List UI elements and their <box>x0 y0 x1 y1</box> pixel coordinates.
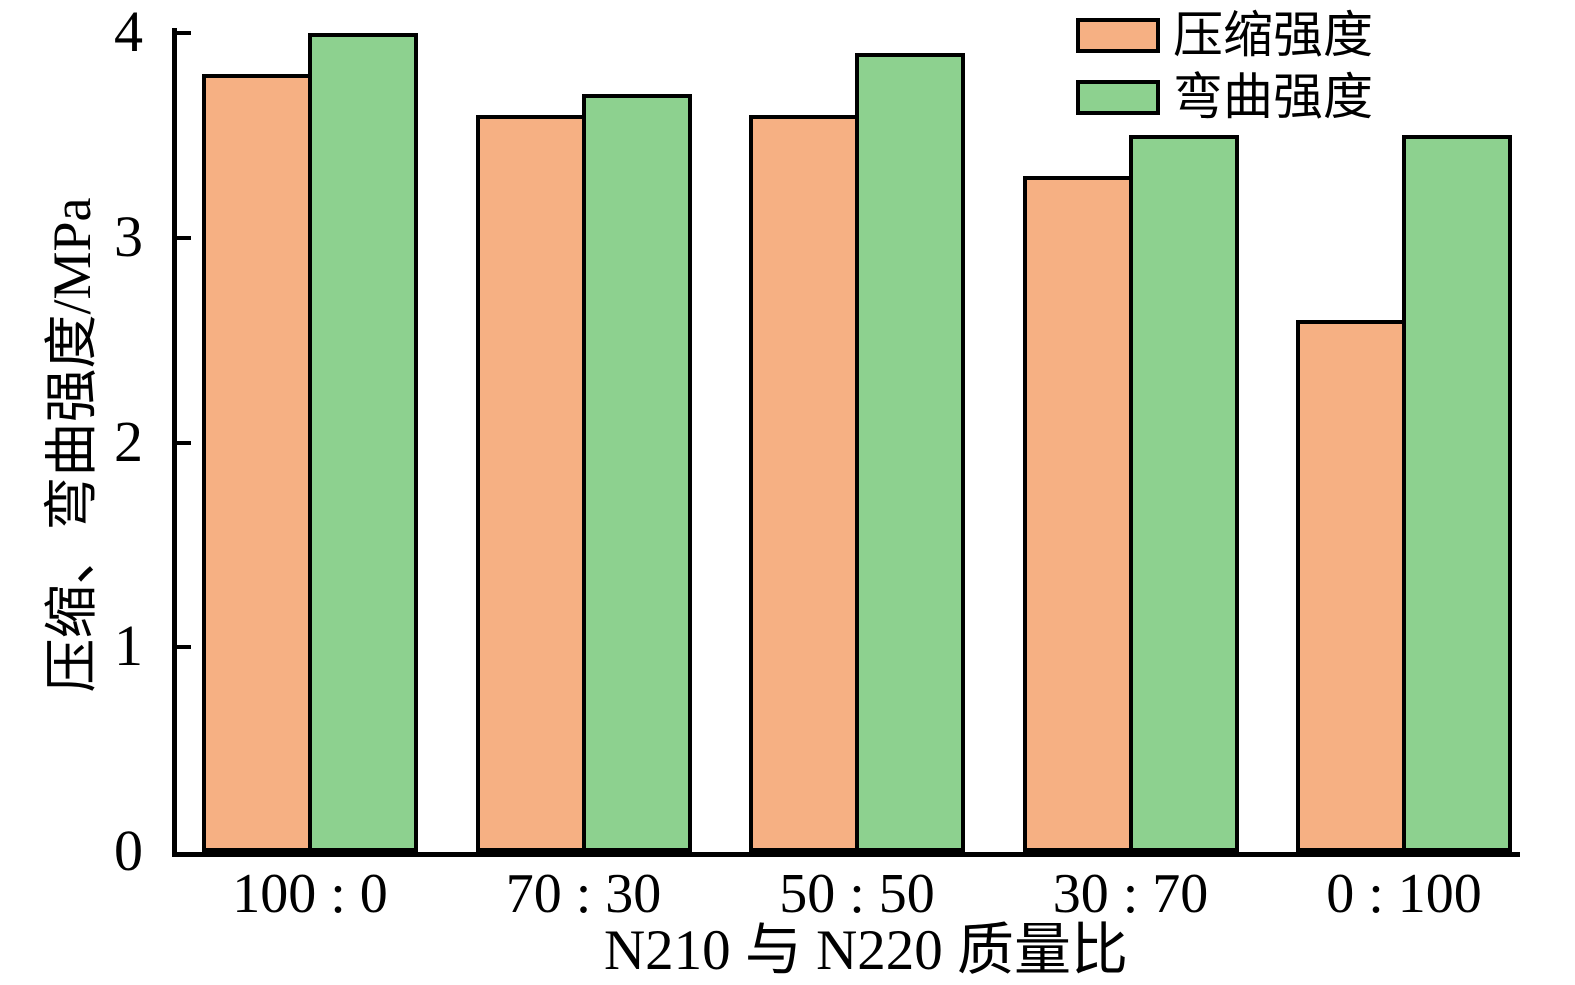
y-tick-mark-4 <box>175 31 191 35</box>
legend: 压缩强度 弯曲强度 <box>1076 8 1373 125</box>
x-tick-label-1: 100 : 0 <box>232 863 388 925</box>
y-tick-mark-2 <box>175 440 191 445</box>
y-tick-label-2: 2 <box>114 408 143 474</box>
bar-compression-1 <box>202 73 312 852</box>
y-tick-label-1: 1 <box>114 613 143 679</box>
legend-item-bending: 弯曲强度 <box>1076 70 1373 125</box>
bar-bending-4 <box>1128 135 1239 852</box>
legend-swatch-compression <box>1076 18 1160 53</box>
bar-compression-5 <box>1296 319 1406 852</box>
x-axis-title: N210 与 N220 质量比 <box>603 919 1129 982</box>
x-tick-label-4: 30 : 70 <box>1052 863 1209 925</box>
x-tick-label-5: 0 : 100 <box>1326 863 1482 925</box>
y-tick-label-3: 3 <box>114 203 143 269</box>
bar-compression-4 <box>1022 176 1133 852</box>
y-tick-label-4: 4 <box>114 0 143 64</box>
x-axis-line <box>172 852 1520 857</box>
bar-bending-2 <box>581 94 692 852</box>
bar-bending-5 <box>1402 135 1512 852</box>
y-tick-mark-1 <box>175 645 191 650</box>
legend-label-compression: 压缩强度 <box>1173 7 1373 63</box>
legend-label-bending: 弯曲强度 <box>1173 69 1373 125</box>
y-axis-line <box>172 28 177 857</box>
x-tick-label-2: 70 : 30 <box>505 863 662 925</box>
y-tick-label-0: 0 <box>114 817 143 883</box>
bar-bending-3 <box>855 53 965 852</box>
legend-swatch-bending <box>1076 80 1160 115</box>
plot-area: 100 : 0 70 : 30 50 : 50 30 : 70 0 : 100 0 1 2 3 4 <box>114 2 1520 922</box>
y-tick-mark-3 <box>175 235 191 240</box>
bar-bending-1 <box>308 33 418 852</box>
bar-compression-3 <box>749 114 859 852</box>
x-tick-label-3: 50 : 50 <box>779 863 935 925</box>
legend-item-compression: 压缩强度 <box>1076 8 1373 63</box>
bar-compression-2 <box>475 114 586 852</box>
